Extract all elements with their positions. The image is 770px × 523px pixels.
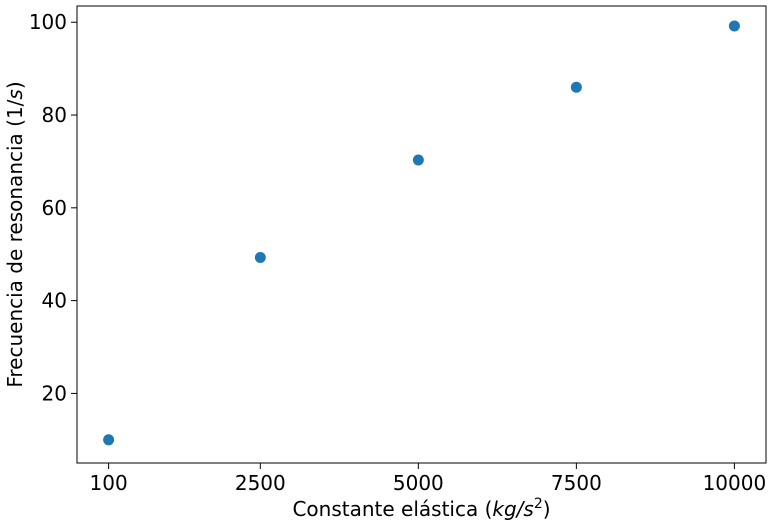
x-axis-label-prefix: Constante elástica ( bbox=[292, 497, 492, 521]
x-tick-label: 100 bbox=[90, 471, 128, 495]
x-axis-label-unit: kg/s bbox=[492, 497, 533, 521]
plot-area bbox=[76, 5, 767, 464]
y-axis-label-suffix: ) bbox=[3, 81, 27, 89]
x-tick-label: 7500 bbox=[551, 471, 602, 495]
x-tick-label: 2500 bbox=[235, 471, 286, 495]
y-axis-ticks: 20 40 60 80 100 bbox=[29, 10, 77, 405]
data-point bbox=[570, 81, 582, 93]
y-axis-label-prefix: Frecuencia de resonancia (1/ bbox=[3, 99, 27, 387]
y-tick-label: 80 bbox=[42, 103, 67, 127]
data-point bbox=[412, 154, 424, 166]
data-point bbox=[254, 251, 266, 263]
x-axis-label: Constante elástica (kg/s2) bbox=[292, 496, 550, 521]
y-axis-label: Frecuencia de resonancia (1/s) bbox=[3, 81, 27, 387]
data-point bbox=[103, 434, 115, 446]
y-tick-label: 60 bbox=[42, 196, 67, 220]
y-tick-label: 40 bbox=[42, 289, 67, 313]
x-axis-ticks: 100 2500 5000 7500 10000 bbox=[90, 463, 767, 495]
data-points bbox=[103, 20, 740, 446]
x-tick-label: 5000 bbox=[393, 471, 444, 495]
data-point bbox=[728, 20, 740, 32]
x-axis-label-exponent: 2 bbox=[534, 496, 543, 512]
y-tick-label: 20 bbox=[42, 381, 67, 405]
y-tick-label: 100 bbox=[29, 10, 67, 34]
x-axis-label-suffix: ) bbox=[543, 497, 551, 521]
y-axis-label-unit: s bbox=[3, 89, 27, 99]
x-tick-label: 10000 bbox=[703, 471, 767, 495]
